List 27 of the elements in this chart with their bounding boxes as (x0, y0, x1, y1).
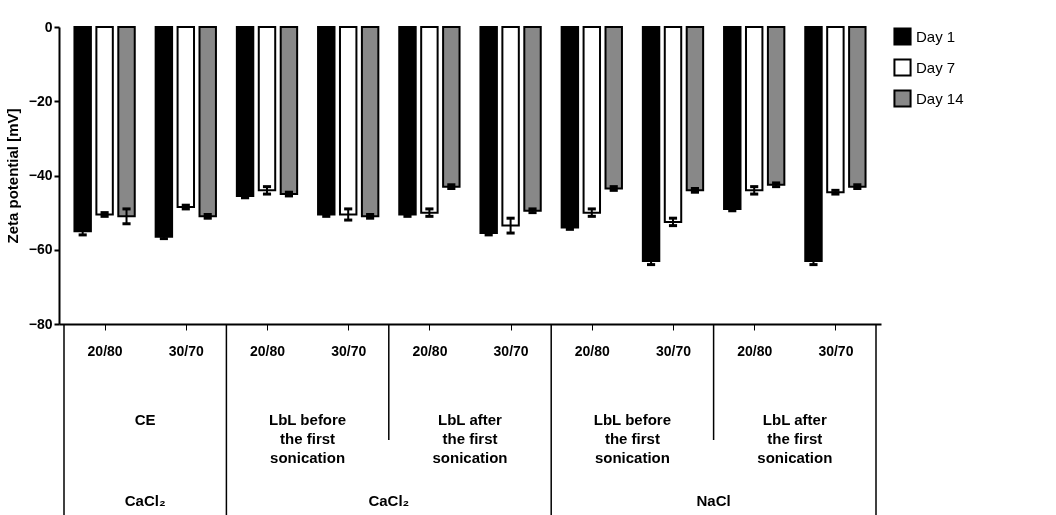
y-tick-label: −80 (28, 315, 53, 332)
text: CaCl₂ (124, 492, 166, 509)
text: LbL before the first sonication (268, 411, 347, 466)
y-tick-label: 0 (44, 18, 53, 35)
legend-label: Day 7 (916, 58, 956, 76)
x-tick-label: 20/80 (249, 342, 286, 359)
legend-label: Day 14 (916, 89, 964, 107)
y-tick-label: −20 (28, 92, 53, 109)
legend-label: Day 1 (916, 27, 956, 45)
x-tick-label: 30/70 (493, 342, 529, 359)
text: LbL before the first sonication (593, 411, 672, 466)
text: NaCl (696, 492, 731, 509)
x-tick-label: 20/80 (87, 342, 123, 359)
x-tick-label: 20/80 (412, 342, 448, 359)
text: LbL after the first sonication (757, 411, 833, 466)
x-tick-label: 20/80 (737, 342, 773, 359)
text: CaCl₂ (368, 492, 410, 509)
x-tick-label: 20/80 (574, 342, 611, 359)
y-tick-label: −40 (28, 167, 53, 183)
text: CE (134, 411, 156, 428)
y-axis-title: Zeta potential [mV] (3, 108, 21, 244)
text: LbL after the first sonication (432, 411, 508, 466)
x-tick-label: 30/70 (168, 342, 205, 359)
x-tick-label: 30/70 (818, 342, 854, 359)
x-tick-label: 30/70 (655, 342, 692, 359)
x-tick-label: 30/70 (331, 342, 367, 359)
y-tick-label: −60 (28, 241, 53, 258)
